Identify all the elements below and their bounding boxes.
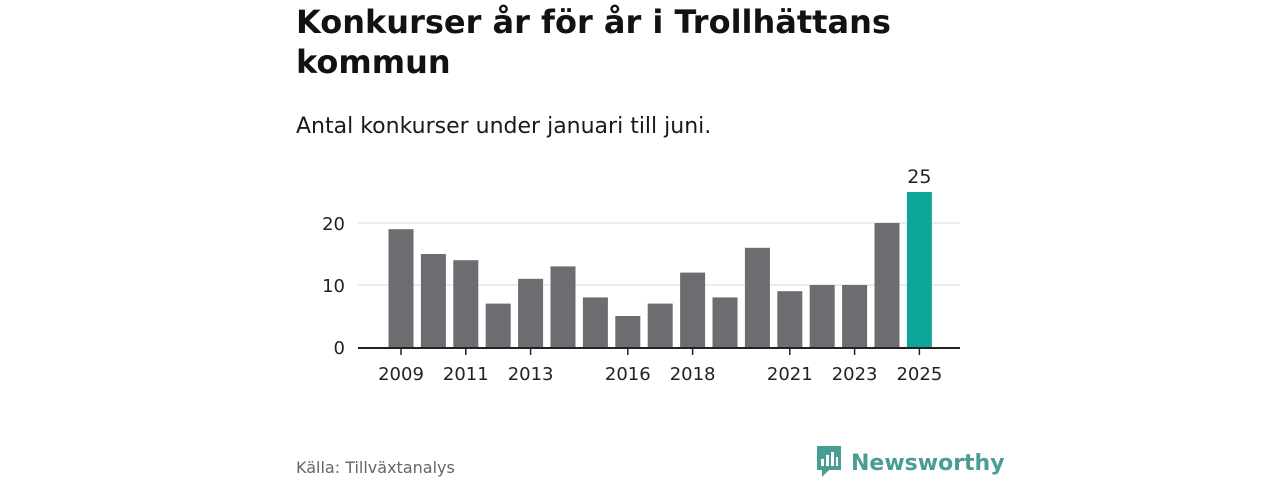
x-tick-label: 2018 xyxy=(670,364,716,385)
source-note: Källa: Tillväxtanalys xyxy=(296,458,455,477)
bar xyxy=(453,260,479,347)
bar xyxy=(712,297,738,347)
bar xyxy=(906,192,932,347)
bar xyxy=(420,254,446,347)
brand-logo: Newsworthy xyxy=(815,446,1005,480)
x-tick-label: 2016 xyxy=(605,364,651,385)
bar-chart-logo-icon xyxy=(815,444,843,482)
bar xyxy=(647,303,673,347)
x-tick-label: 2021 xyxy=(767,364,813,385)
bar xyxy=(518,278,544,347)
bar xyxy=(842,285,868,347)
bar xyxy=(777,291,803,347)
y-tick-label: 20 xyxy=(322,214,345,235)
y-tick-label: 10 xyxy=(322,276,345,297)
bar xyxy=(874,223,900,347)
brand-name: Newsworthy xyxy=(851,450,1005,476)
x-tick-label: 2011 xyxy=(443,364,489,385)
bar xyxy=(809,285,835,347)
x-tick-label: 2025 xyxy=(896,364,942,385)
chart-subtitle: Antal konkurser under januari till juni. xyxy=(296,114,712,139)
bar-chart: 0 10 20 2009 2011 2013 2016 2018 2021 2023 2025 25 xyxy=(322,166,960,385)
x-tick-label: 2009 xyxy=(378,364,424,385)
bar xyxy=(550,266,576,347)
chart-title: Konkurser år för år i Trollhättans kommu… xyxy=(296,3,891,81)
x-tick-label: 2013 xyxy=(508,364,554,385)
bar xyxy=(615,316,641,347)
bar xyxy=(744,247,770,347)
x-tick-label: 2023 xyxy=(832,364,878,385)
bar xyxy=(485,303,511,347)
data-label: 25 xyxy=(907,166,931,188)
bar xyxy=(582,297,608,347)
bar xyxy=(680,272,706,347)
y-tick-label: 0 xyxy=(334,338,345,359)
bar xyxy=(388,229,414,347)
